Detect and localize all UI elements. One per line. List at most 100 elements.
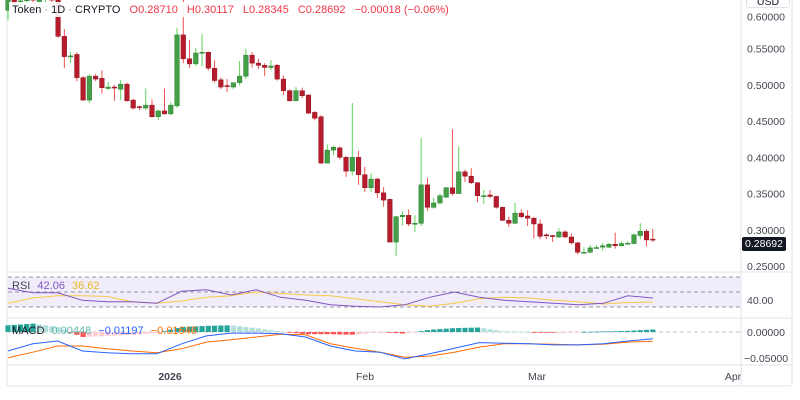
candle-body bbox=[199, 52, 205, 54]
macd-legend[interactable]: MACD 0.00448 −0.01197 −0.01646 bbox=[12, 325, 197, 337]
candle bbox=[337, 146, 343, 160]
price-axis[interactable]: 0.60000 0.55000 0.50000 0.45000 0.40000 0.350… bbox=[747, 11, 785, 273]
currency-button[interactable]: USD bbox=[746, 0, 790, 8]
symbol-name: Token bbox=[12, 4, 41, 16]
candle bbox=[199, 34, 205, 67]
time-axis[interactable]: 2026 Feb Mar Apr bbox=[158, 371, 741, 383]
candle bbox=[74, 52, 80, 82]
macd-histogram-bar bbox=[111, 332, 118, 336]
rsi-legend[interactable]: RSI 42.06 36.62 bbox=[12, 280, 100, 292]
candle-body bbox=[237, 75, 243, 83]
candle-body bbox=[36, 0, 42, 2]
candle-body bbox=[568, 236, 574, 244]
price-tick-label: 0.30000 bbox=[747, 225, 785, 237]
candle bbox=[368, 173, 374, 193]
candle bbox=[324, 144, 330, 164]
price-tick-label: 0.25000 bbox=[747, 261, 785, 273]
candle-body bbox=[136, 106, 143, 108]
macd-pane[interactable] bbox=[5, 323, 741, 360]
price-tick-label: 0.50000 bbox=[747, 80, 785, 92]
candle-body bbox=[68, 55, 74, 58]
macd-histogram-bar bbox=[161, 331, 168, 333]
candle-body bbox=[431, 202, 437, 208]
candle bbox=[111, 84, 117, 101]
macd-histogram-bar bbox=[99, 332, 105, 337]
candle bbox=[531, 216, 537, 239]
macd-histogram-bar bbox=[374, 332, 380, 333]
candle-body bbox=[105, 86, 111, 89]
macd-histogram-bar bbox=[618, 331, 625, 332]
candle bbox=[406, 209, 412, 227]
macd-value: −0.01197 bbox=[98, 325, 143, 337]
candles[interactable] bbox=[5, 0, 656, 256]
candle-body bbox=[268, 65, 274, 68]
candle bbox=[637, 223, 643, 240]
macd-histogram-bar bbox=[42, 325, 49, 332]
candle bbox=[212, 60, 218, 83]
macd-histogram-bar bbox=[368, 332, 374, 334]
macd-histogram-bar bbox=[330, 332, 337, 335]
macd-histogram-bar bbox=[412, 332, 418, 333]
candle bbox=[437, 193, 443, 205]
candle-body bbox=[512, 212, 518, 224]
symbol-legend[interactable]: Token · 1D · CRYPTO O0.28710 H0.30117 L0… bbox=[12, 4, 449, 16]
macd-histogram-bar bbox=[268, 330, 274, 332]
candle-body bbox=[393, 216, 399, 243]
candle-body bbox=[55, 0, 61, 37]
last-price-badge: 0.28692 bbox=[742, 237, 786, 251]
candle bbox=[205, 51, 211, 71]
macd-hist-value: 0.00448 bbox=[51, 325, 91, 337]
macd-histogram-bar bbox=[481, 328, 487, 332]
ohlc-high: H0.30117 bbox=[187, 4, 234, 16]
candle-body bbox=[412, 223, 418, 225]
macd-histogram-bar bbox=[80, 332, 86, 338]
macd-histogram-bar bbox=[149, 332, 155, 334]
candle-body bbox=[324, 149, 330, 164]
macd-histogram-bar bbox=[575, 332, 581, 333]
candle-body bbox=[161, 110, 168, 115]
macd-histogram-bar bbox=[280, 331, 287, 333]
macd-histogram-bar bbox=[24, 324, 30, 332]
candle bbox=[468, 168, 474, 185]
candle-body bbox=[243, 54, 249, 77]
rsi-axis-label: 40.00 bbox=[747, 295, 773, 307]
candle-body bbox=[424, 184, 430, 208]
candle-body bbox=[299, 90, 305, 96]
header-legend-background bbox=[9, 2, 454, 17]
candle-body bbox=[406, 215, 412, 225]
macd-histogram-bar bbox=[393, 332, 399, 334]
macd-histogram-bar bbox=[237, 326, 243, 332]
exchange: CRYPTO bbox=[75, 4, 121, 16]
candle bbox=[412, 215, 418, 232]
candle bbox=[562, 230, 568, 238]
candle-body bbox=[387, 199, 393, 243]
candle bbox=[493, 195, 499, 209]
candle-body bbox=[643, 230, 650, 241]
candle-body bbox=[124, 83, 130, 102]
candle-body bbox=[212, 67, 218, 81]
rsi-pane[interactable] bbox=[7, 276, 741, 308]
price-tick-label: 0.45000 bbox=[747, 116, 785, 128]
candle-body bbox=[399, 215, 405, 217]
candle-body bbox=[368, 178, 374, 189]
candle-body bbox=[550, 235, 556, 237]
candle-body bbox=[562, 231, 568, 238]
candle bbox=[449, 129, 456, 196]
candle bbox=[543, 233, 549, 240]
candle-body bbox=[418, 184, 424, 224]
candle bbox=[575, 242, 581, 255]
macd-histogram-bar bbox=[36, 324, 42, 332]
candle bbox=[518, 209, 524, 219]
macd-histogram-bar bbox=[168, 329, 174, 332]
candle bbox=[130, 98, 136, 110]
candle bbox=[606, 242, 612, 248]
macd-histogram-bar bbox=[612, 331, 618, 332]
rsi-ma-value: 36.62 bbox=[72, 280, 100, 292]
macd-histogram-bar bbox=[205, 325, 211, 332]
candle bbox=[600, 242, 606, 251]
price-tick-label: 0.60000 bbox=[747, 11, 785, 23]
macd-histogram-bar bbox=[186, 326, 193, 332]
candle bbox=[143, 88, 149, 111]
macd-histogram-bar bbox=[299, 332, 305, 334]
